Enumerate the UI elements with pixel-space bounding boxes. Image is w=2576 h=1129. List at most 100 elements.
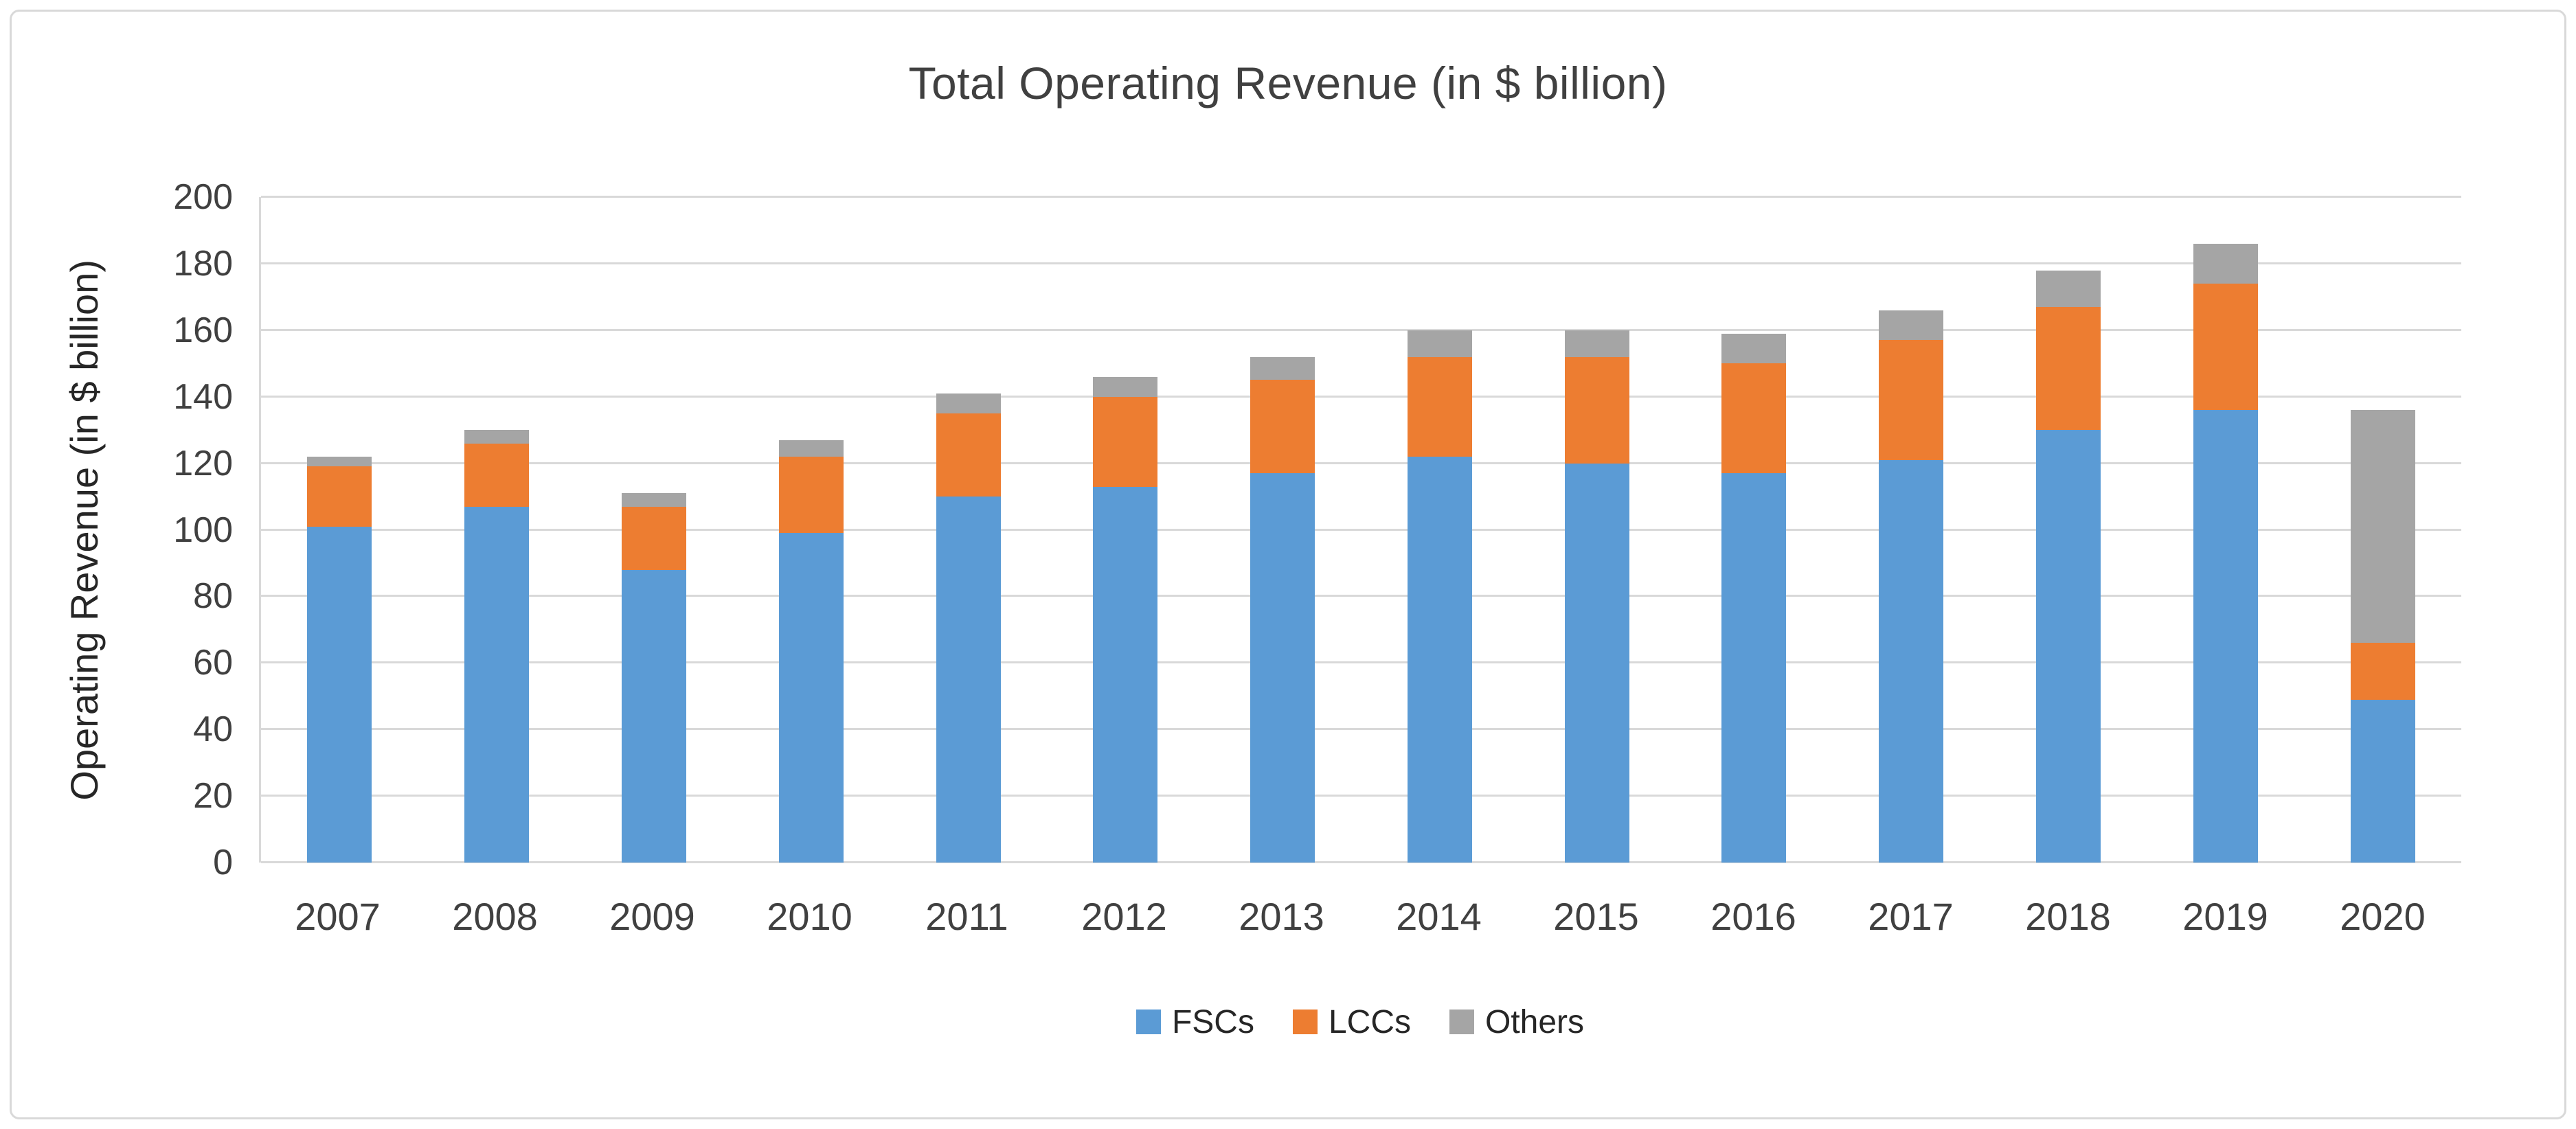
gridline-160 [261, 328, 2461, 331]
x-tick-label-2011: 2011 [925, 894, 1008, 938]
bar-2020 [2304, 197, 2461, 863]
bar-stack-2019 [2193, 197, 2258, 863]
segment-others-2008 [464, 430, 530, 444]
segment-others-2019 [2193, 243, 2258, 284]
bar-stack-2017 [1879, 197, 1944, 863]
x-axis-labels: 2007 2008 2009 2010 2011 2012 2013 2014 2015 2016… [259, 863, 2461, 952]
segment-lccs-2016 [1721, 363, 1787, 474]
y-tick-label-80: 80 [193, 576, 233, 617]
segment-fscs-2020 [2350, 699, 2415, 863]
segment-others-2017 [1879, 310, 1944, 341]
segment-lccs-2010 [778, 456, 844, 534]
gridline-0 [261, 861, 2461, 863]
y-axis-ticks: 0 20 40 60 80 100 120 140 160 180 200 [128, 179, 259, 880]
gridline-80 [261, 595, 2461, 597]
legend-swatch-others [1449, 1010, 1474, 1034]
segment-others-2015 [1564, 330, 1629, 357]
bar-stack-2009 [621, 197, 686, 863]
segment-fscs-2014 [1407, 456, 1472, 863]
chart-title: Total Operating Revenue (in $ billion) [908, 58, 1668, 109]
bar-stack-2012 [1093, 197, 1158, 863]
gridline-140 [261, 395, 2461, 398]
legend-item-fscs: FSCs [1136, 1003, 1254, 1041]
segment-others-2009 [621, 493, 686, 507]
segment-others-2007 [307, 456, 372, 467]
x-tick-label-2017: 2017 [1868, 894, 1954, 938]
segment-others-2018 [2035, 270, 2101, 307]
gridline-40 [261, 728, 2461, 731]
y-tick-label-200: 200 [173, 177, 233, 217]
segment-lccs-2017 [1879, 340, 1944, 460]
gridline-120 [261, 461, 2461, 464]
bar-stack-2015 [1564, 197, 1629, 863]
segment-others-2020 [2350, 410, 2415, 643]
x-tick-label-2019: 2019 [2182, 894, 2268, 938]
bar-2007 [261, 197, 418, 863]
x-tick-label-2010: 2010 [767, 894, 852, 938]
segment-fscs-2019 [2193, 410, 2258, 863]
bar-2015 [1518, 197, 1675, 863]
bar-2008 [418, 197, 576, 863]
bar-stack-2020 [2350, 197, 2415, 863]
bar-2016 [1675, 197, 1833, 863]
segment-lccs-2018 [2035, 306, 2101, 431]
plot-area [259, 196, 2461, 863]
segment-fscs-2009 [621, 569, 686, 863]
segment-fscs-2008 [464, 506, 530, 863]
segment-fscs-2017 [1879, 459, 1944, 863]
y-tick-label-180: 180 [173, 243, 233, 284]
legend-swatch-fscs [1136, 1010, 1161, 1034]
legend: FSCs LCCs Others [259, 952, 2461, 1055]
y-axis-label: Operating Revenue (in $ billion) [62, 259, 106, 801]
legend-label-fscs: FSCs [1171, 1003, 1254, 1040]
segment-lccs-2015 [1564, 356, 1629, 464]
y-tick-label-20: 20 [193, 776, 233, 817]
segment-fscs-2011 [936, 497, 1001, 863]
legend-swatch-lccs [1292, 1010, 1318, 1034]
y-tick-label-120: 120 [173, 443, 233, 483]
bar-stack-2011 [936, 197, 1001, 863]
segment-fscs-2016 [1721, 473, 1787, 863]
bars-row [261, 197, 2461, 863]
bar-stack-2014 [1407, 197, 1472, 863]
segment-lccs-2007 [307, 466, 372, 527]
bar-2012 [1047, 197, 1204, 863]
gridline-200 [261, 196, 2461, 198]
x-tick-label-2016: 2016 [1710, 894, 1796, 938]
segment-others-2016 [1721, 333, 1787, 364]
y-tick-label-40: 40 [193, 709, 233, 750]
bar-stack-2018 [2035, 197, 2101, 863]
gridline-20 [261, 795, 2461, 797]
bar-stack-2013 [1250, 197, 1315, 863]
segment-lccs-2012 [1093, 396, 1158, 487]
bar-stack-2007 [307, 197, 372, 863]
segment-others-2011 [936, 393, 1001, 413]
legend-item-lccs: LCCs [1292, 1003, 1411, 1041]
segment-lccs-2008 [464, 443, 530, 507]
segment-lccs-2020 [2350, 643, 2415, 700]
segment-lccs-2013 [1250, 380, 1315, 474]
bar-2019 [2147, 197, 2304, 863]
legend-label-others: Others [1484, 1003, 1585, 1040]
segment-lccs-2009 [621, 506, 686, 570]
y-tick-label-0: 0 [213, 843, 233, 882]
chart-card: Total Operating Revenue (in $ billion) O… [10, 10, 2566, 1119]
segment-lccs-2011 [936, 413, 1001, 497]
gridline-100 [261, 528, 2461, 531]
gridline-60 [261, 661, 2461, 664]
legend-label-lccs: LCCs [1328, 1003, 1411, 1040]
bar-2010 [732, 197, 890, 863]
x-tick-label-2013: 2013 [1239, 894, 1324, 938]
gridline-180 [261, 262, 2461, 264]
y-tick-label-160: 160 [173, 310, 233, 350]
segment-others-2012 [1093, 376, 1158, 397]
segment-fscs-2018 [2035, 430, 2101, 863]
y-axis-label-wrap: Operating Revenue (in $ billion) [39, 197, 128, 863]
chart-body: Operating Revenue (in $ billion) 0 20 40 60… [12, 179, 2564, 1055]
bar-2018 [1990, 197, 2147, 863]
x-tick-label-2014: 2014 [1396, 894, 1482, 938]
bar-stack-2010 [778, 197, 844, 863]
y-tick-label-140: 140 [173, 376, 233, 417]
bar-2013 [1204, 197, 1362, 863]
segment-fscs-2015 [1564, 463, 1629, 863]
